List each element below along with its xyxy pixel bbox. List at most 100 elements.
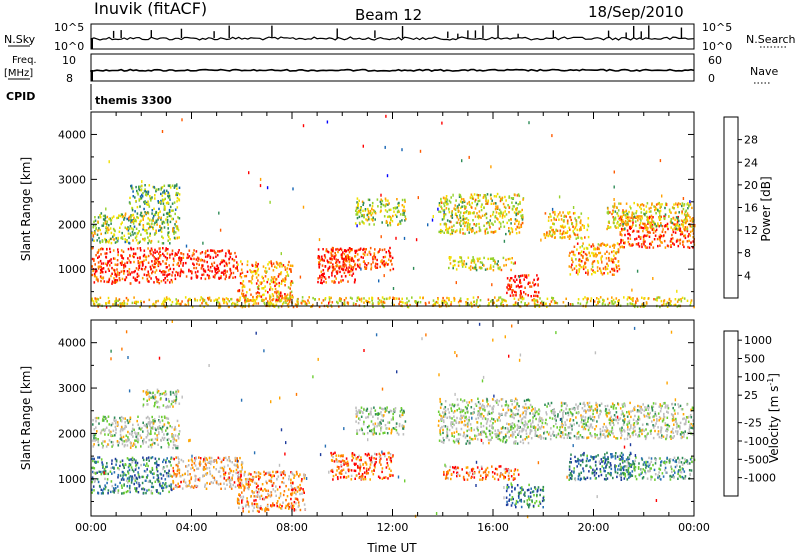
echo-cell bbox=[147, 254, 150, 258]
echo-cell bbox=[303, 473, 306, 476]
echo-cell bbox=[163, 254, 165, 257]
echo-cell bbox=[642, 305, 644, 308]
echo-cell bbox=[147, 261, 150, 264]
echo-cell bbox=[129, 489, 131, 492]
echo-cell bbox=[296, 303, 298, 307]
echo-cell bbox=[477, 259, 479, 263]
echo-cell bbox=[143, 259, 145, 262]
echo-cell bbox=[102, 489, 104, 492]
echo-cell bbox=[391, 263, 393, 266]
echo-cell bbox=[324, 265, 327, 268]
echo-cell bbox=[585, 253, 588, 257]
echo-cell bbox=[572, 212, 575, 215]
echo-cell bbox=[121, 256, 123, 259]
echo-cell bbox=[582, 255, 584, 258]
echo-cell bbox=[355, 250, 358, 253]
echo-cell bbox=[110, 274, 112, 278]
echo-cell bbox=[139, 305, 141, 309]
echo-cell bbox=[177, 302, 179, 305]
echo-cell bbox=[364, 267, 366, 270]
echo-cell bbox=[129, 225, 132, 228]
echo-cell bbox=[571, 268, 574, 272]
echo-cell bbox=[659, 203, 661, 206]
echo-cell bbox=[623, 241, 625, 245]
echo-cell bbox=[157, 257, 159, 260]
echo-cell bbox=[549, 230, 551, 234]
echo-cell bbox=[614, 218, 617, 221]
echo-cell bbox=[146, 222, 149, 225]
echo-cell bbox=[142, 430, 144, 433]
echo-cell bbox=[248, 510, 250, 513]
echo-cell bbox=[206, 467, 208, 470]
echo-cell bbox=[587, 258, 589, 262]
echo-cell bbox=[208, 254, 210, 257]
echo-cell bbox=[96, 233, 99, 236]
echo-cell bbox=[193, 469, 196, 472]
echo-cell bbox=[99, 214, 101, 217]
echo-cell bbox=[634, 303, 636, 306]
echo-cell bbox=[485, 199, 487, 202]
echo-point bbox=[356, 224, 358, 228]
echo-cell bbox=[253, 471, 256, 474]
echo-cell bbox=[175, 474, 178, 478]
echo-cell bbox=[497, 218, 499, 221]
echo-cell bbox=[352, 265, 355, 269]
echo-cell bbox=[632, 221, 634, 224]
echo-cell bbox=[485, 222, 488, 225]
echo-cell bbox=[286, 267, 289, 270]
echo-cell bbox=[164, 281, 167, 284]
echo-cell bbox=[151, 466, 154, 470]
echo-cell bbox=[629, 205, 631, 208]
echo-cell bbox=[679, 233, 682, 236]
echo-cell bbox=[640, 243, 643, 246]
echo-cell bbox=[384, 255, 387, 259]
echo-cell bbox=[466, 224, 469, 227]
echo-cell bbox=[265, 508, 267, 512]
echo-cell bbox=[284, 296, 287, 299]
echo-cell bbox=[92, 445, 95, 448]
echo-cell bbox=[613, 202, 616, 205]
echo-cell bbox=[515, 219, 517, 223]
echo-point bbox=[128, 216, 130, 220]
echo-cell bbox=[110, 261, 113, 264]
echo-cell bbox=[247, 503, 249, 506]
echo-cell bbox=[591, 251, 593, 255]
echo-cell bbox=[167, 223, 169, 226]
echo-cell bbox=[637, 299, 639, 302]
echo-cell bbox=[331, 280, 333, 283]
echo-cell bbox=[601, 273, 604, 276]
echo-cell bbox=[495, 202, 497, 205]
echo-cell bbox=[118, 298, 121, 301]
echo-cell bbox=[617, 250, 620, 254]
echo-cell bbox=[178, 258, 180, 262]
echo-cell bbox=[339, 297, 342, 301]
echo-cell bbox=[267, 489, 269, 492]
echo-cell bbox=[569, 273, 572, 276]
echo-cell bbox=[164, 262, 167, 265]
echo-cell bbox=[690, 241, 692, 244]
echo-cell bbox=[634, 238, 636, 241]
echo-cell bbox=[376, 198, 379, 201]
echo-cell bbox=[388, 253, 391, 256]
echo-cell bbox=[468, 225, 471, 229]
echo-cell bbox=[637, 215, 640, 218]
echo-cell bbox=[229, 255, 232, 259]
echo-cell bbox=[198, 479, 201, 482]
echo-cell bbox=[93, 489, 95, 492]
echo-cell bbox=[184, 296, 187, 299]
echo-cell bbox=[126, 240, 128, 243]
echo-cell bbox=[356, 263, 359, 267]
echo-cell bbox=[114, 229, 116, 233]
echo-point bbox=[419, 149, 422, 153]
echo-cell bbox=[671, 237, 674, 240]
echo-cell bbox=[194, 271, 197, 274]
echo-cell bbox=[654, 223, 656, 226]
echo-cell bbox=[261, 287, 263, 290]
echo-cell bbox=[254, 300, 257, 303]
echo-cell bbox=[180, 480, 182, 484]
echo-cell bbox=[183, 478, 186, 481]
echo-cell bbox=[367, 300, 370, 304]
echo-cell bbox=[582, 264, 585, 268]
echo-cell bbox=[607, 212, 609, 215]
echo-cell bbox=[606, 243, 609, 246]
